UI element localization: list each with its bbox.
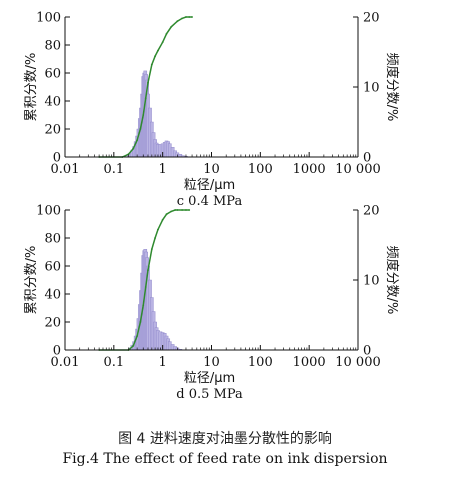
chart-1-cumulative-point (188, 16, 191, 18)
chart-2-y-left-label: 累积分数/% (24, 246, 39, 315)
chart-2-x-tick-label: 100 (248, 355, 273, 370)
chart-2-x-tick-label: 0.1 (103, 355, 124, 370)
chart-1-cumulative-point (157, 49, 159, 52)
chart-2-cumulative-point (150, 248, 153, 251)
chart-1-cumulative-point (181, 17, 184, 20)
chart-1-cumulative-point (139, 128, 142, 130)
chart-2-x-tick-label: 10 000 (335, 355, 381, 370)
chart-2-cumulative-point (132, 344, 135, 347)
chart-1-x-tick-label: 10 (203, 162, 220, 177)
chart-1-x-tick-label: 0.1 (103, 162, 124, 177)
chart-2-cumulative-point (170, 210, 173, 213)
chart-1-y-left-tick-label: 60 (44, 67, 61, 82)
figure-caption-en: Fig.4 The effect of feed rate on ink dis… (62, 451, 388, 467)
chart-1-cumulative-line (99, 16, 193, 158)
chart-1-cumulative-point (136, 139, 139, 142)
chart-1-y-left-label: 累积分数/% (24, 53, 39, 122)
chart-2-cumulative-point (165, 213, 168, 216)
chart-1-y-right-tick-label: 20 (363, 11, 380, 26)
chart-2-cumulative-point (144, 286, 147, 288)
chart-1-x-tick-label: 10 000 (335, 162, 381, 177)
chart-2-cumulative-point (161, 218, 164, 221)
chart-1-title: c 0.4 MPa (177, 194, 243, 209)
chart-2-cumulative-point (147, 269, 149, 272)
chart-1-x-tick-label: 1 (159, 162, 167, 177)
chart-1-x-tick-label: 1000 (293, 162, 326, 177)
chart-1-cumulative-point (191, 16, 193, 18)
chart-1-y-right-label: 频度分数/% (384, 53, 400, 122)
chart-2-cumulative-point (139, 321, 142, 323)
figure-caption-cn: 图 4 进料速度对油墨分散性的影响 (118, 431, 332, 447)
chart-2-title: d 0.5 MPa (176, 387, 243, 402)
chart-1-cumulative-point (144, 97, 147, 100)
chart-2-y-left-tick-label: 0 (53, 344, 61, 359)
chart-2-y-left-tick-label: 40 (44, 288, 61, 303)
chart-1-cumulative-point (161, 41, 164, 44)
chart-2-cumulative-point (142, 304, 145, 307)
chart-2-y-right-label: 频度分数/% (384, 246, 400, 315)
chart-1-cumulative-point (185, 16, 187, 18)
chart-1-cumulative-point (154, 55, 157, 58)
chart-2-x-tick-label: 0.01 (51, 355, 80, 370)
chart-2-cumulative-point (176, 209, 179, 211)
chart-2-y-left-tick-label: 60 (44, 260, 61, 275)
chart-2-x-tick-label: 10 (203, 355, 220, 370)
chart-2-x-tick-label: 1000 (293, 355, 326, 370)
chart-2-cumulative-point (154, 237, 157, 239)
chart-2-y-right-tick-label: 10 (363, 274, 380, 289)
chart-1-cumulative-point (132, 147, 135, 150)
chart-2-y-left-tick-label: 80 (44, 232, 61, 247)
chart-2-cumulative-point (174, 209, 177, 211)
chart-1-y-left-tick-label: 0 (53, 151, 61, 166)
chart-2-cumulative-point (188, 209, 191, 211)
chart-2-cumulative-point (185, 209, 187, 211)
chart-1-x-label: 粒径/μm (184, 178, 235, 193)
chart-2-y-left-tick-label: 100 (36, 204, 61, 219)
chart-1-x-tick-label: 100 (248, 162, 273, 177)
chart-1-cumulative-point (127, 153, 130, 156)
chart-2-y-right-tick-label: 0 (363, 344, 371, 359)
chart-1-y-left-tick-label: 40 (44, 95, 61, 110)
chart-2-y-right-tick-label: 20 (363, 204, 380, 219)
chart-1-y-left-tick-label: 80 (44, 39, 61, 54)
chart-2-y-left-tick-label: 20 (44, 316, 61, 331)
chart-1-y-right-tick-label: 10 (363, 81, 380, 96)
chart-1-cumulative-point (170, 25, 173, 28)
chart-1-y-left-tick-label: 100 (36, 11, 61, 26)
chart-2-cumulative-point (136, 335, 139, 337)
chart-1-cumulative-point (176, 20, 179, 23)
chart-1-x-tick-label: 0.01 (51, 162, 80, 177)
chart-1-y-right-tick-label: 0 (363, 151, 371, 166)
chart-1-cumulative-point (142, 114, 145, 116)
chart-1-cumulative-point (150, 63, 153, 66)
chart-2-cumulative-point (181, 209, 184, 211)
chart-1-y-left-tick-label: 20 (44, 123, 61, 138)
chart-1-cumulative-point (165, 32, 168, 35)
chart-2-cumulative-point (157, 228, 159, 231)
chart-2-x-label: 粒径/μm (184, 371, 235, 386)
chart-2-x-tick-label: 1 (159, 355, 167, 370)
chart-1-cumulative-point (147, 81, 149, 84)
